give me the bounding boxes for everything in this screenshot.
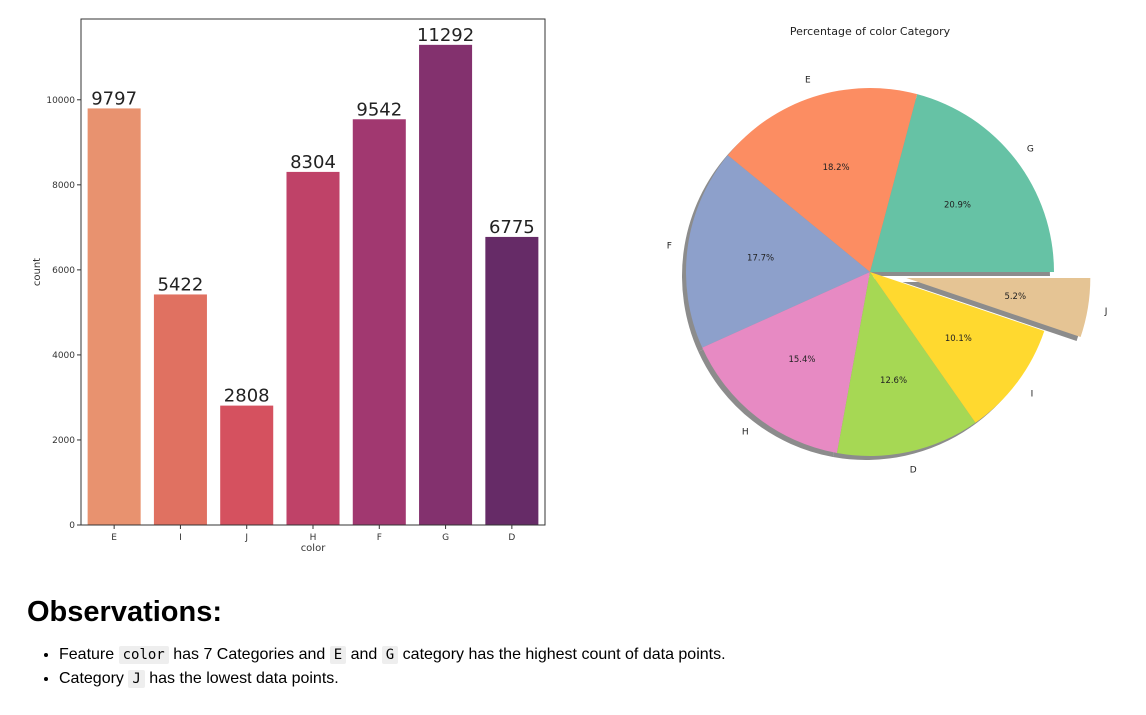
y-tick-label: 4000 [52, 351, 75, 361]
observations-list: Feature color has 7 Categories and E and… [27, 643, 1027, 691]
pie-slice-E [727, 88, 918, 273]
pie-slice-J [906, 277, 1091, 337]
bar-value-label: 9797 [91, 88, 137, 109]
bar-value-label: 5422 [158, 274, 204, 295]
pie-percent-label: 12.6% [880, 376, 907, 386]
pie-category-label: E [805, 75, 811, 85]
pie-slices-group [686, 88, 1091, 456]
pie-slice-H [702, 272, 870, 454]
y-tick-label: 6000 [52, 266, 75, 276]
x-tick-label: E [111, 533, 117, 543]
plot-frame [80, 18, 546, 526]
pie-slice-F [686, 155, 870, 348]
inline-code: G [381, 646, 399, 664]
pie-title: Percentage of color Category [790, 25, 951, 38]
pie-slice-D [836, 272, 976, 456]
pie-category-label: G [1027, 145, 1034, 155]
pie-category-label: J [1104, 307, 1108, 317]
observation-text: Feature [59, 646, 119, 663]
bar-G [419, 44, 473, 525]
inline-code: color [118, 646, 169, 664]
x-tick-label: I [179, 533, 182, 543]
x-tick-label: D [508, 533, 515, 543]
bar-value-label: 11292 [417, 25, 474, 46]
x-axis-label: color [301, 543, 327, 554]
bar-value-label: 2808 [224, 386, 270, 407]
inline-code: E [329, 646, 347, 664]
pie-percent-label: 15.4% [788, 355, 815, 365]
y-tick-label: 10000 [46, 96, 75, 106]
observations-heading: Observations: [27, 596, 222, 628]
y-tick-label: 8000 [52, 181, 75, 191]
bar-D [485, 236, 539, 525]
pie-slice-I [870, 272, 1045, 423]
pie-percent-label: 18.2% [823, 163, 850, 173]
observations-section: Observations: Feature color has 7 Catego… [27, 596, 1027, 691]
observation-text: and [346, 646, 382, 663]
x-tick-label: H [310, 533, 317, 543]
observation-text: has the lowest data points. [144, 670, 339, 687]
observation-item: Feature color has 7 Categories and E and… [59, 643, 1027, 667]
pie-category-label: D [910, 466, 917, 476]
observation-text: category has the highest count of data p… [398, 646, 726, 663]
pie-percent-label: 17.7% [747, 253, 774, 263]
bar-I [153, 294, 207, 525]
observation-text: Category [59, 670, 129, 687]
pie-chart: Percentage of color Category G 20.9% E 18.2%… [667, 25, 1108, 476]
pie-slice-G [870, 94, 1054, 272]
y-axis-label: count [32, 258, 43, 286]
pie-percent-label: 5.2% [1004, 292, 1026, 302]
y-tick-label: 2000 [52, 436, 75, 446]
pie-category-label: I [1031, 389, 1034, 399]
bar-value-label: 8304 [290, 152, 336, 173]
bar-H [286, 171, 340, 525]
bar-E [87, 108, 141, 525]
pie-category-label: H [742, 427, 749, 437]
inline-code: J [128, 670, 145, 688]
x-tick-label: F [377, 533, 382, 543]
observation-item: Category J has the lowest data points. [59, 667, 1027, 691]
y-tick-label: 0 [69, 521, 75, 531]
pie-percent-label: 20.9% [944, 201, 971, 211]
x-tick-label: G [442, 533, 449, 543]
pie-category-label: F [667, 241, 672, 251]
bar-value-label: 6775 [489, 217, 535, 238]
bar-chart: 9797 E 5422 I 2808 J 8304 H 9542 F 11292 G 6775 D 0 200… [32, 18, 546, 554]
bar-J [220, 405, 274, 525]
x-tick-label: J [244, 533, 248, 543]
bar-F [352, 119, 406, 526]
bar-value-label: 9542 [356, 99, 402, 120]
pie-percent-label: 10.1% [945, 334, 972, 344]
observation-text: has 7 Categories and [168, 646, 330, 663]
